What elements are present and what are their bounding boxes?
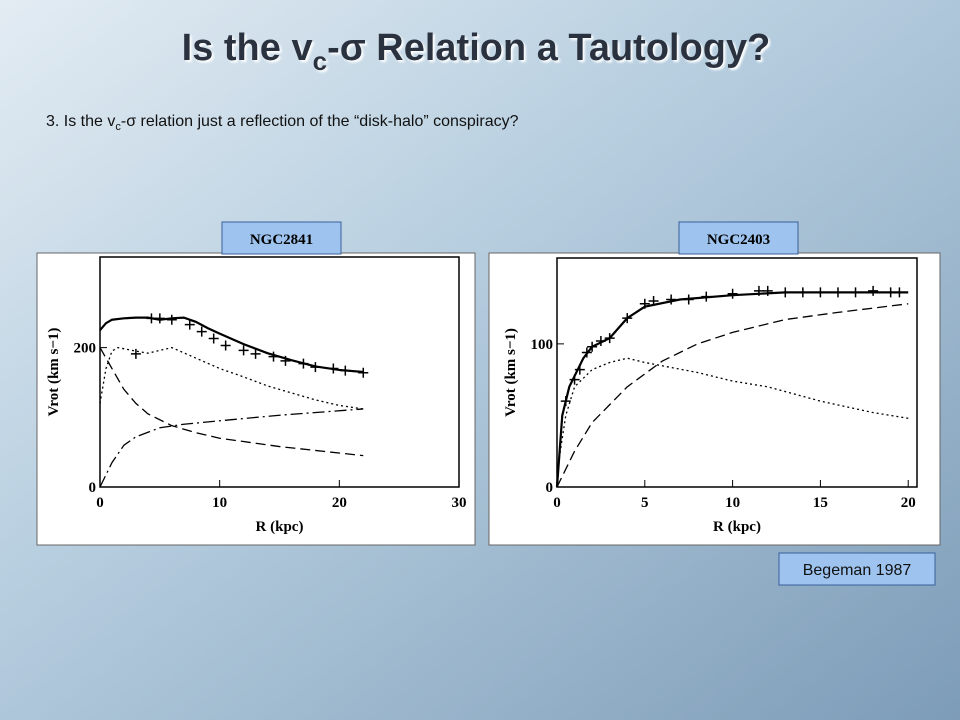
slide-title: Is the vc-σ Relation a Tautology? bbox=[182, 27, 771, 76]
chart-title: NGC2841 bbox=[250, 232, 313, 248]
x-tick-label: 20 bbox=[332, 495, 347, 511]
chart: NGC2403 0 5 10 15 20 0 100 R (kpc) Vrot (km s−1) bbox=[488, 221, 941, 546]
data-point bbox=[220, 340, 231, 351]
question: 3. Is the vc-σ relation just a reflectio… bbox=[46, 113, 519, 133]
y-tick-label: 100 bbox=[531, 337, 554, 353]
x-axis-label: R (kpc) bbox=[713, 519, 761, 535]
chart: NGC2841 0 10 20 30 0 200 R (kpc) Vrot (km s−1) bbox=[36, 221, 476, 546]
x-tick-label: 0 bbox=[553, 495, 561, 511]
data-point bbox=[184, 319, 195, 330]
data-point bbox=[250, 348, 261, 359]
data-point bbox=[648, 295, 659, 306]
data-point bbox=[569, 374, 580, 385]
data-point bbox=[832, 287, 843, 298]
data-point bbox=[753, 285, 764, 296]
curve bbox=[99, 347, 364, 457]
data-point bbox=[683, 294, 694, 305]
x-tick-label: 10 bbox=[725, 495, 740, 511]
plot-area bbox=[99, 256, 460, 488]
data-point bbox=[208, 333, 219, 344]
data-point bbox=[560, 396, 571, 407]
credit-box bbox=[778, 552, 936, 586]
chart-label-box bbox=[678, 221, 799, 255]
data-point bbox=[328, 363, 339, 374]
data-point bbox=[727, 288, 738, 299]
data-point bbox=[604, 333, 615, 344]
data-point bbox=[581, 347, 592, 358]
data-point bbox=[574, 364, 585, 375]
question-part: -σ relation just a reflection of the “di… bbox=[121, 113, 519, 130]
data-point bbox=[587, 341, 598, 352]
data-point bbox=[780, 287, 791, 298]
data-point bbox=[622, 313, 633, 324]
chart-frame bbox=[36, 252, 476, 546]
x-tick-label: 15 bbox=[813, 495, 828, 511]
data-point bbox=[868, 285, 879, 296]
y-axis-label: Vrot (km s−1) bbox=[46, 328, 62, 417]
question-subscript: c bbox=[115, 121, 121, 133]
data-point bbox=[298, 358, 309, 369]
data-point bbox=[146, 313, 157, 324]
title-subscript: c bbox=[313, 46, 327, 76]
chart-title: NGC2403 bbox=[707, 232, 770, 248]
title-part: Is the v bbox=[182, 27, 313, 69]
data-point bbox=[894, 287, 905, 298]
chart-label-box bbox=[221, 221, 342, 255]
curve bbox=[99, 346, 364, 410]
data-point bbox=[130, 348, 141, 359]
data-point bbox=[797, 287, 808, 298]
data-point bbox=[166, 314, 177, 325]
y-tick-label: 0 bbox=[546, 480, 554, 496]
data-point bbox=[358, 367, 369, 378]
y-axis-label: Vrot (km s−1) bbox=[503, 328, 519, 417]
chart-frame bbox=[488, 252, 941, 546]
x-tick-label: 20 bbox=[901, 495, 916, 511]
data-point bbox=[666, 294, 677, 305]
data-point bbox=[885, 287, 896, 298]
y-tick-label: 200 bbox=[74, 341, 97, 357]
data-point bbox=[238, 345, 249, 356]
data-point bbox=[268, 351, 279, 362]
x-tick-label: 0 bbox=[96, 495, 104, 511]
data-point bbox=[280, 355, 291, 366]
data-point bbox=[196, 326, 207, 337]
x-tick-label: 30 bbox=[452, 495, 467, 511]
credit: Begeman 1987 bbox=[803, 562, 912, 579]
x-axis-label: R (kpc) bbox=[256, 519, 304, 535]
data-point bbox=[850, 287, 861, 298]
data-point bbox=[154, 313, 165, 324]
y-tick-label: 0 bbox=[89, 480, 97, 496]
x-tick-label: 10 bbox=[212, 495, 227, 511]
data-point bbox=[815, 287, 826, 298]
data-point bbox=[639, 298, 650, 309]
data-point bbox=[701, 291, 712, 302]
data-point bbox=[762, 285, 773, 296]
data-point bbox=[595, 336, 606, 347]
plot-area bbox=[556, 257, 918, 488]
data-point bbox=[310, 362, 321, 373]
title-part: -σ Relation a Tautology? bbox=[327, 27, 770, 69]
curve bbox=[99, 408, 364, 488]
x-tick-label: 5 bbox=[641, 495, 649, 511]
curve bbox=[556, 303, 909, 488]
question-part: 3. Is the v bbox=[46, 113, 115, 130]
data-point bbox=[340, 365, 351, 376]
